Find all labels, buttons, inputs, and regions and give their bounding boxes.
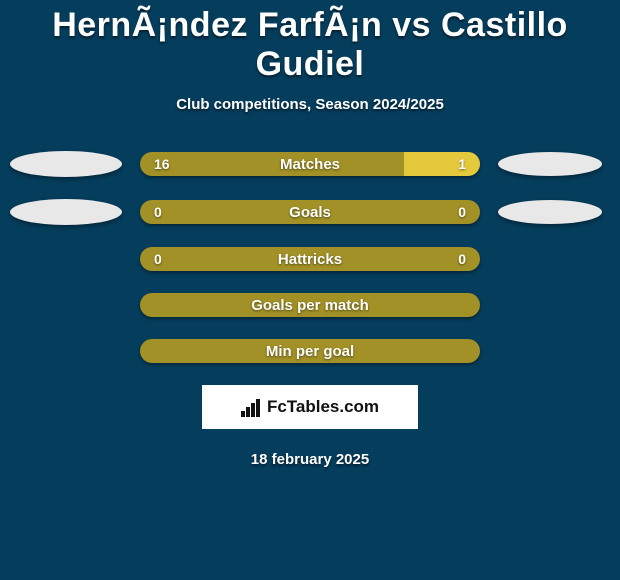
logo-text: FcTables.com xyxy=(267,397,379,417)
stat-bar-right-segment: 0 xyxy=(310,200,480,224)
barchart-icon-bar xyxy=(241,411,245,417)
stat-bar-left-segment: 16 xyxy=(140,152,404,176)
stat-bar: 00Goals xyxy=(140,200,480,224)
stat-left-value: 0 xyxy=(154,251,162,267)
stat-row: 00Hattricks xyxy=(0,247,620,271)
barchart-icon-bar xyxy=(256,399,260,417)
single-stat-rows: Goals per match Min per goal xyxy=(0,293,620,363)
stat-right-value: 1 xyxy=(458,156,466,172)
player-oval-right xyxy=(498,152,602,176)
stat-bar-left-segment: 0 xyxy=(140,247,310,271)
stat-bar: 161Matches xyxy=(140,152,480,176)
stat-bar-right-segment: 1 xyxy=(404,152,480,176)
stat-left-value: 0 xyxy=(154,204,162,220)
page-subtitle: Club competitions, Season 2024/2025 xyxy=(0,96,620,113)
barchart-icon xyxy=(241,397,263,417)
stat-left-value: 16 xyxy=(154,156,170,172)
stat-row-right-side xyxy=(480,200,610,224)
single-stat-bar: Goals per match xyxy=(140,293,480,317)
player-oval-left xyxy=(10,151,122,177)
stat-right-value: 0 xyxy=(458,251,466,267)
stat-row-left-side xyxy=(10,151,140,177)
stat-row-right-side xyxy=(480,152,610,176)
barchart-icon-bar xyxy=(251,403,255,417)
stat-row: 161Matches xyxy=(0,151,620,177)
stat-rows: 161Matches00Goals00Hattricks xyxy=(0,151,620,271)
stat-right-value: 0 xyxy=(458,204,466,220)
stat-row: 00Goals xyxy=(0,199,620,225)
comparison-card: HernÃ¡ndez FarfÃ¡n vs Castillo Gudiel Cl… xyxy=(0,0,620,580)
logo-box: FcTables.com xyxy=(202,385,418,429)
stat-bar: 00Hattricks xyxy=(140,247,480,271)
player-oval-left xyxy=(10,199,122,225)
stat-bar-left-segment: 0 xyxy=(140,200,310,224)
page-title: HernÃ¡ndez FarfÃ¡n vs Castillo Gudiel xyxy=(0,0,620,84)
date-label: 18 february 2025 xyxy=(0,451,620,468)
single-stat-bar: Min per goal xyxy=(140,339,480,363)
barchart-icon-bar xyxy=(246,407,250,417)
stat-bar-right-segment: 0 xyxy=(310,247,480,271)
player-oval-right xyxy=(498,200,602,224)
logo: FcTables.com xyxy=(241,397,379,417)
stat-row-left-side xyxy=(10,199,140,225)
